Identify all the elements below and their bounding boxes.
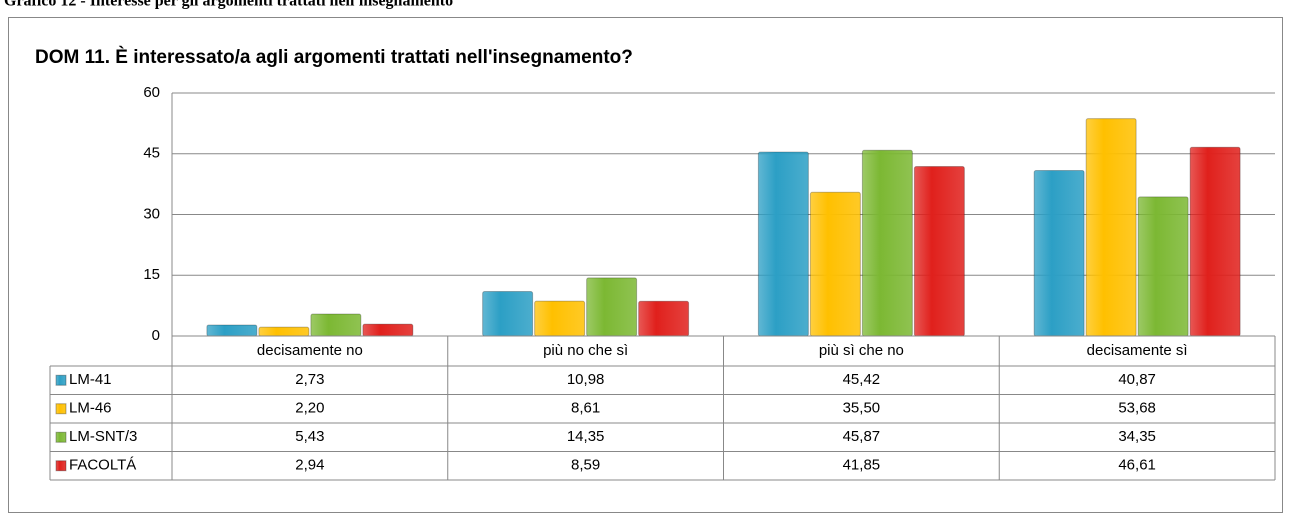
table-value: 5,43: [295, 428, 324, 445]
x-tick-label: decisamente no: [257, 342, 363, 359]
legend-swatch: [55, 460, 67, 472]
y-tick-label: 0: [152, 327, 160, 344]
bar: [1085, 118, 1137, 337]
bar: [362, 323, 414, 337]
x-tick-label: più no che sì: [543, 342, 628, 359]
table-value: 45,42: [843, 371, 881, 388]
legend-label: LM-46: [69, 400, 112, 417]
legend-swatch: [55, 403, 67, 415]
y-tick-label: 15: [143, 266, 160, 283]
chart-title: DOM 11. È interessato/a agli argomenti t…: [35, 46, 633, 68]
bar: [258, 326, 310, 337]
legend-swatch: [55, 431, 67, 443]
legend-label: LM-41: [69, 371, 112, 388]
legend-label: LM-SNT/3: [69, 428, 137, 445]
table-value: 2,20: [295, 400, 324, 417]
legend-label: FACOLTÁ: [69, 457, 136, 474]
table-value: 14,35: [567, 428, 605, 445]
bar: [534, 300, 586, 337]
table-value: 2,73: [295, 371, 324, 388]
table-value: 35,50: [843, 400, 881, 417]
legend-swatch: [55, 374, 67, 386]
table-value: 8,59: [571, 457, 600, 474]
bar: [861, 149, 913, 337]
table-value: 2,94: [295, 457, 324, 474]
bar: [1189, 146, 1241, 337]
bar: [1033, 169, 1085, 337]
table-value: 34,35: [1118, 428, 1156, 445]
table-value: 10,98: [567, 371, 605, 388]
y-tick-label: 60: [143, 84, 160, 101]
y-tick-label: 45: [143, 145, 160, 162]
bar: [310, 313, 362, 337]
y-tick-label: 30: [143, 205, 160, 222]
bar: [586, 277, 638, 337]
table-value: 8,61: [571, 400, 600, 417]
table-value: 41,85: [843, 457, 881, 474]
x-tick-label: più sì che no: [819, 342, 904, 359]
table-value: 45,87: [843, 428, 881, 445]
table-value: 40,87: [1118, 371, 1156, 388]
bar: [757, 151, 809, 337]
x-tick-label: decisamente sì: [1087, 342, 1188, 359]
bar: [482, 291, 534, 337]
bar: [638, 300, 690, 337]
bar: [1137, 196, 1189, 337]
bar: [206, 324, 258, 337]
caption: Grafico 12 - Interesse per gli argomenti…: [4, 0, 453, 10]
table-value: 53,68: [1118, 400, 1156, 417]
chart-frame: [8, 17, 1283, 513]
bar: [809, 191, 861, 337]
bar: [913, 166, 965, 337]
table-value: 46,61: [1118, 457, 1156, 474]
